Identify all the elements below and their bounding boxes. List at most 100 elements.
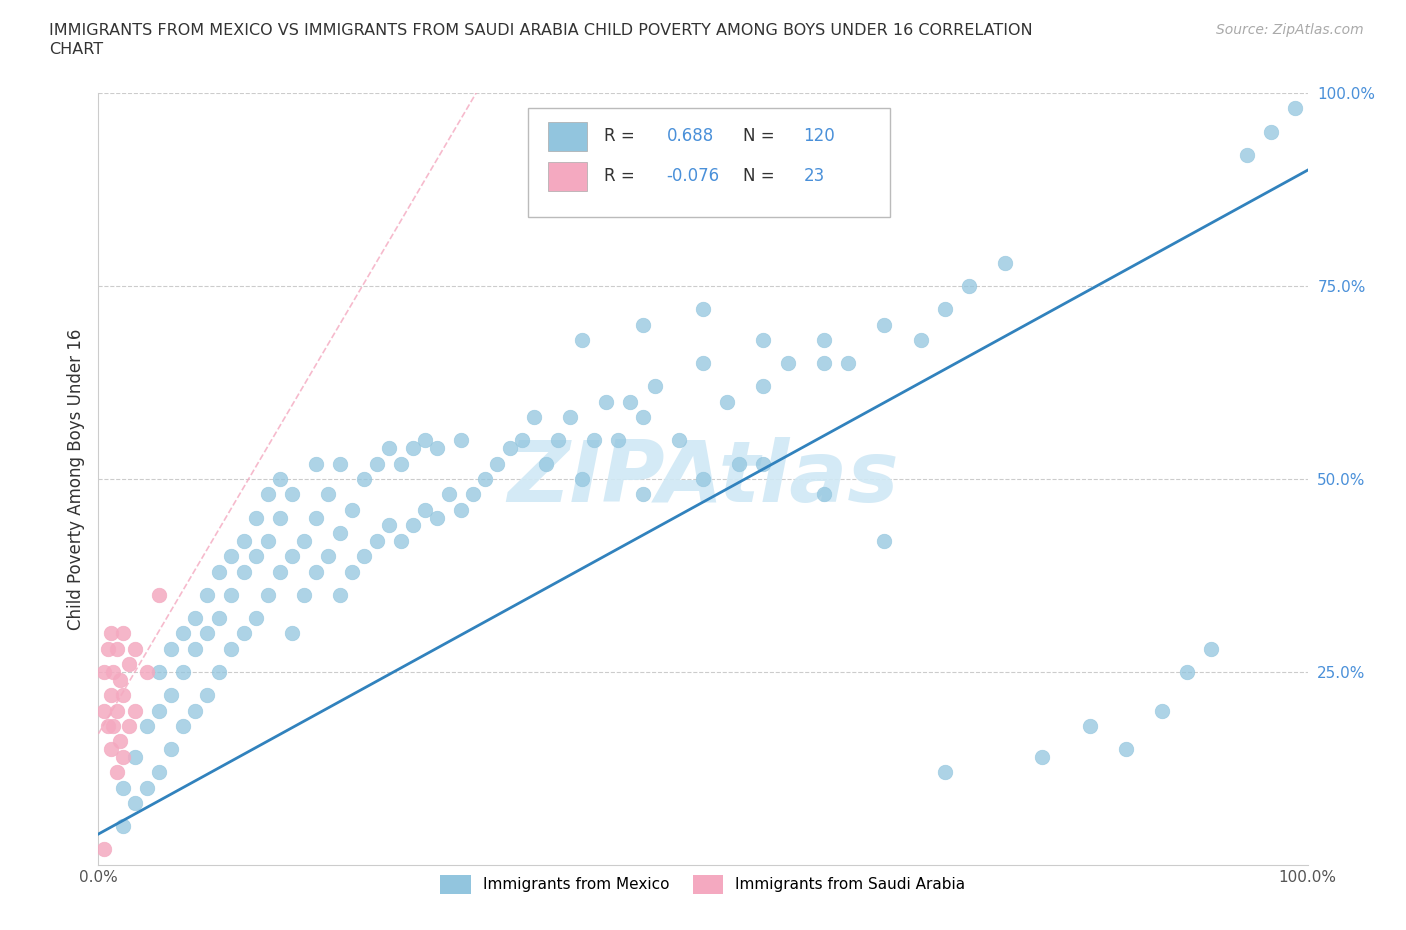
Point (474, 472, 496, 486)
Point (728, 456, 751, 471)
Point (135, 719, 157, 734)
Point (342, 565, 364, 579)
Point (644, 379, 666, 393)
Point (1260, 125, 1282, 140)
Point (93, 842, 115, 857)
Point (813, 356, 835, 371)
Point (269, 510, 291, 525)
Point (437, 487, 460, 502)
Point (111, 687, 134, 702)
Y-axis label: Child Poverty Among Boys Under 16: Child Poverty Among Boys Under 16 (66, 328, 84, 630)
Point (607, 433, 630, 448)
Point (292, 588, 315, 603)
Text: N =: N = (742, 167, 775, 185)
Point (571, 333, 593, 348)
Point (1115, 742, 1137, 757)
Point (402, 441, 425, 456)
Point (426, 441, 449, 456)
Point (450, 433, 472, 448)
Legend: Immigrants from Mexico, Immigrants from Saudi Arabia: Immigrants from Mexico, Immigrants from … (434, 869, 972, 899)
Point (389, 456, 412, 471)
Point (377, 518, 399, 533)
Text: ZIPAtlas: ZIPAtlas (508, 437, 898, 521)
Point (184, 703, 207, 718)
Point (305, 456, 328, 471)
Point (93, 703, 115, 718)
Point (124, 750, 146, 764)
Point (1078, 719, 1101, 734)
Point (813, 333, 835, 348)
Point (1152, 703, 1174, 718)
Point (172, 626, 194, 641)
Point (118, 719, 141, 734)
Text: N =: N = (742, 127, 775, 145)
Point (135, 780, 157, 795)
Point (160, 687, 183, 702)
Point (547, 433, 569, 448)
Point (837, 356, 859, 371)
Point (366, 533, 388, 548)
Point (208, 610, 231, 625)
Point (316, 549, 339, 564)
Bar (548, 122, 586, 151)
Text: -0.076: -0.076 (666, 167, 720, 185)
Point (752, 456, 775, 471)
Point (292, 533, 315, 548)
Point (160, 742, 183, 757)
Point (583, 433, 606, 448)
Point (124, 703, 146, 718)
Point (148, 703, 170, 718)
Point (305, 510, 328, 525)
Point (957, 279, 980, 294)
Text: R =: R = (603, 127, 634, 145)
Point (172, 719, 194, 734)
Point (108, 672, 131, 687)
Point (752, 333, 775, 348)
Point (558, 410, 581, 425)
FancyBboxPatch shape (527, 109, 890, 217)
Point (486, 456, 509, 471)
Point (631, 317, 654, 332)
Point (994, 256, 1017, 271)
Point (316, 487, 339, 502)
Point (111, 780, 134, 795)
Point (256, 533, 278, 548)
Text: 120: 120 (803, 127, 835, 145)
Point (873, 317, 896, 332)
Point (1031, 750, 1053, 764)
Point (148, 665, 170, 680)
Point (195, 588, 218, 603)
Point (111, 626, 134, 641)
Point (208, 665, 231, 680)
Point (463, 487, 485, 502)
Point (269, 472, 291, 486)
Point (1284, 101, 1306, 116)
Point (221, 588, 243, 603)
Point (148, 764, 170, 779)
Point (281, 487, 304, 502)
Point (498, 441, 520, 456)
Point (1199, 642, 1222, 657)
Point (100, 626, 122, 641)
Point (221, 549, 243, 564)
Point (631, 410, 654, 425)
Point (510, 433, 533, 448)
Point (232, 533, 254, 548)
Point (631, 487, 654, 502)
Point (256, 588, 278, 603)
Point (389, 533, 412, 548)
Point (910, 333, 932, 348)
Point (105, 642, 128, 657)
Text: R =: R = (603, 167, 634, 185)
Point (135, 665, 157, 680)
Point (692, 356, 714, 371)
Point (413, 502, 436, 517)
Point (329, 588, 352, 603)
Point (523, 410, 546, 425)
Point (329, 456, 352, 471)
Point (402, 518, 425, 533)
Text: IMMIGRANTS FROM MEXICO VS IMMIGRANTS FROM SAUDI ARABIA CHILD POVERTY AMONG BOYS : IMMIGRANTS FROM MEXICO VS IMMIGRANTS FRO… (49, 23, 1033, 38)
Point (195, 626, 218, 641)
Point (413, 433, 436, 448)
Point (97, 642, 120, 657)
